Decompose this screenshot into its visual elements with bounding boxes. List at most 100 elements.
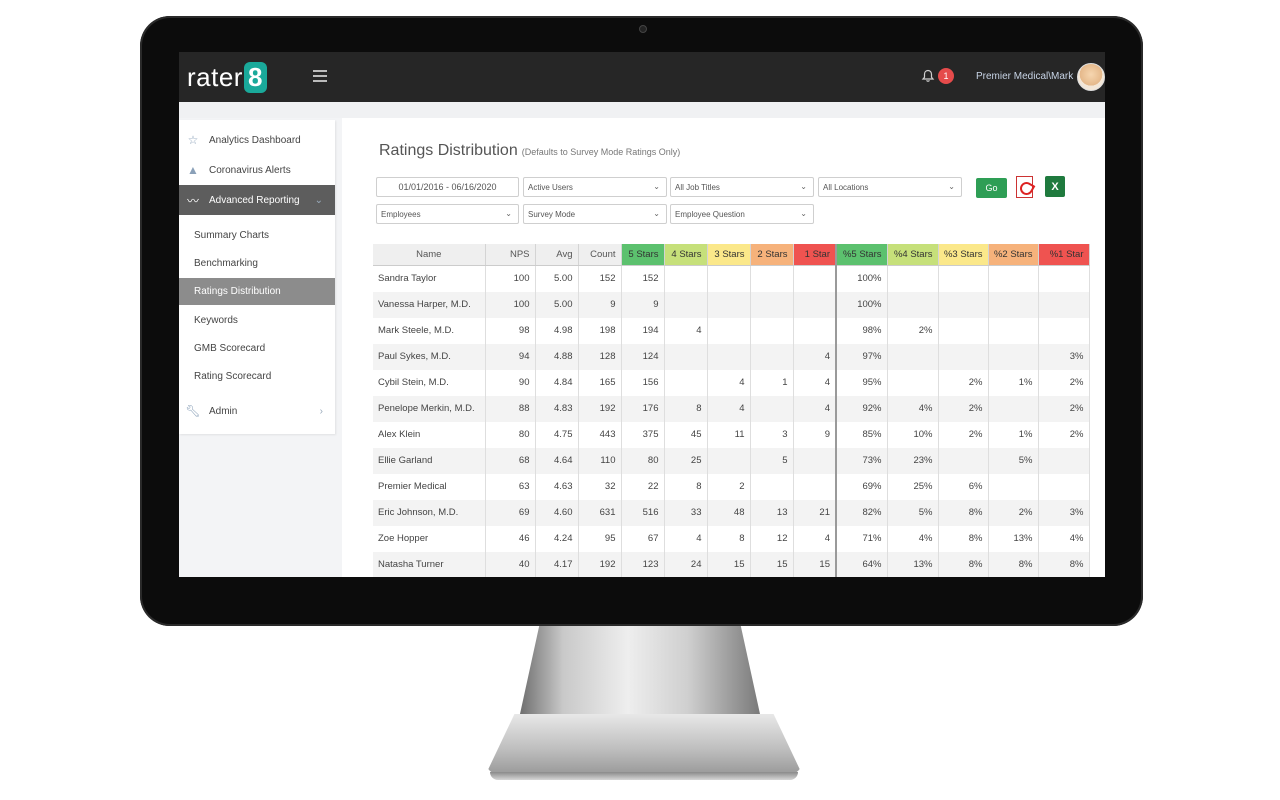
- table-cell-3-stars: 11: [707, 421, 751, 448]
- question-select[interactable]: Employee Question ⌄: [670, 204, 814, 224]
- column-header-count[interactable]: Count: [578, 244, 622, 266]
- column-header-pct-2-stars[interactable]: %2 Stars: [988, 244, 1039, 266]
- mode-select[interactable]: Survey Mode ⌄: [523, 204, 667, 224]
- table-cell-2-stars: 1: [750, 369, 794, 396]
- table-cell-avg: 5.00: [535, 291, 579, 318]
- sidebar-item-analytics-dashboard[interactable]: ☆ Analytics Dashboard: [179, 125, 335, 155]
- date-range-value: 01/01/2016 - 06/16/2020: [398, 182, 497, 192]
- table-cell-1-star: 21: [793, 499, 837, 526]
- table-cell-pct-4-stars: 2%: [887, 317, 939, 344]
- table-cell-4-stars: [664, 369, 708, 396]
- table-cell-nps: 80: [485, 421, 536, 448]
- column-header-1-star[interactable]: 1 Star: [793, 244, 837, 266]
- table-cell-2-stars: [750, 343, 794, 370]
- table-cell-name: Mark Steele, M.D.: [373, 317, 486, 344]
- table-cell-5-stars: 375: [621, 421, 665, 448]
- sidebar-item-admin[interactable]: 🔧︎ Admin ›: [179, 396, 335, 426]
- table-cell-4-stars: [664, 291, 708, 318]
- column-header-pct-3-stars[interactable]: %3 Stars: [938, 244, 989, 266]
- sidebar-item-coronavirus-alerts[interactable]: ▲ Coronavirus Alerts: [179, 155, 335, 185]
- sidebar-subitem-benchmarking[interactable]: Benchmarking: [179, 250, 335, 277]
- notification-badge[interactable]: 1: [938, 68, 954, 84]
- table-cell-pct-2-stars: 2%: [988, 499, 1039, 526]
- sidebar-item-advanced-reporting[interactable]: 〰 Advanced Reporting ⌄: [179, 185, 335, 215]
- user-account-name[interactable]: Premier Medical\Mark: [976, 71, 1074, 82]
- table-cell-pct-4-stars: 25%: [887, 473, 939, 500]
- locations-select[interactable]: All Locations ⌄: [818, 177, 962, 197]
- table-cell-pct-4-stars: 5%: [887, 499, 939, 526]
- table-cell-2-stars: 3: [750, 421, 794, 448]
- bell-icon[interactable]: [921, 69, 935, 83]
- table-row[interactable]: Natasha Turner 40 4.17 192 123 24 15 15 15 64% 13%…: [373, 551, 1090, 577]
- column-header-avg[interactable]: Avg: [535, 244, 579, 266]
- column-header-pct-5-stars[interactable]: %5 Stars: [836, 244, 888, 266]
- table-cell-pct-4-stars: 4%: [887, 395, 939, 422]
- column-header-name[interactable]: Name: [373, 244, 486, 266]
- table-cell-1-star: [793, 317, 837, 344]
- table-cell-pct-4-stars: [887, 291, 939, 318]
- table-cell-pct-3-stars: 2%: [938, 421, 989, 448]
- table-cell-avg: 4.24: [535, 525, 579, 552]
- table-cell-name: Ellie Garland: [373, 447, 486, 474]
- logo-badge: 8: [243, 62, 267, 93]
- ratings-table: Name NPS Avg Count 5 Stars 4 Stars 3 Stars 2 St…: [373, 244, 1090, 577]
- table-row[interactable]: Alex Klein 80 4.75 443 375 45 11 3 9 85% 10% 2% 1% 2%: [373, 421, 1090, 448]
- avatar[interactable]: [1077, 63, 1105, 91]
- table-row[interactable]: Premier Medical 63 4.63 32 22 8 2 69% 25% 6%: [373, 473, 1090, 500]
- column-header-5-stars[interactable]: 5 Stars: [621, 244, 665, 266]
- table-cell-pct-2-stars: 13%: [988, 525, 1039, 552]
- page-title-text: Ratings Distribution: [379, 142, 518, 159]
- table-row[interactable]: Mark Steele, M.D. 98 4.98 198 194 4 98% 2%: [373, 317, 1090, 344]
- excel-icon[interactable]: X: [1045, 176, 1065, 197]
- table-row[interactable]: Eric Johnson, M.D. 69 4.60 631 516 33 48 13 21 82…: [373, 499, 1090, 526]
- table-cell-pct-1-star: [1038, 265, 1090, 292]
- table-cell-3-stars: 15: [707, 551, 751, 577]
- sidebar-subitem-label: GMB Scorecard: [194, 343, 266, 354]
- table-cell-nps: 46: [485, 525, 536, 552]
- date-range-picker[interactable]: 01/01/2016 - 06/16/2020: [376, 177, 519, 197]
- table-cell-5-stars: 123: [621, 551, 665, 577]
- table-cell-pct-4-stars: [887, 343, 939, 370]
- go-button[interactable]: Go: [976, 178, 1007, 198]
- table-row[interactable]: Sandra Taylor 100 5.00 152 152 100%: [373, 265, 1090, 292]
- table-cell-nps: 63: [485, 473, 536, 500]
- table-cell-pct-5-stars: 98%: [836, 317, 888, 344]
- sidebar-subitem-ratings-distribution[interactable]: Ratings Distribution: [179, 278, 335, 305]
- table-cell-2-stars: 13: [750, 499, 794, 526]
- table-row[interactable]: Vanessa Harper, M.D. 100 5.00 9 9 100%: [373, 291, 1090, 318]
- sidebar-subitem-summary-charts[interactable]: Summary Charts: [179, 222, 335, 249]
- table-cell-name: Vanessa Harper, M.D.: [373, 291, 486, 318]
- menu-icon[interactable]: [313, 70, 327, 82]
- table-cell-pct-1-star: [1038, 447, 1090, 474]
- column-header-4-stars[interactable]: 4 Stars: [664, 244, 708, 266]
- sidebar-item-label: Coronavirus Alerts: [209, 164, 291, 176]
- column-header-2-stars[interactable]: 2 Stars: [750, 244, 794, 266]
- table-cell-1-star: 4: [793, 525, 837, 552]
- table-cell-1-star: [793, 473, 837, 500]
- sidebar-subitem-keywords[interactable]: Keywords: [179, 307, 335, 334]
- sidebar-subitem-rating-scorecard[interactable]: Rating Scorecard: [179, 363, 335, 390]
- pdf-icon[interactable]: [1016, 176, 1033, 198]
- table-row[interactable]: Cybil Stein, M.D. 90 4.84 165 156 4 1 4 95% 2% 1% 2…: [373, 369, 1090, 396]
- table-cell-count: 631: [578, 499, 622, 526]
- column-header-nps[interactable]: NPS: [485, 244, 536, 266]
- table-cell-pct-4-stars: 4%: [887, 525, 939, 552]
- users-select[interactable]: Active Users ⌄: [523, 177, 667, 197]
- table-row[interactable]: Penelope Merkin, M.D. 88 4.83 192 176 8 4 4 92% 4…: [373, 395, 1090, 422]
- job-titles-select[interactable]: All Job Titles ⌄: [670, 177, 814, 197]
- table-cell-name: Eric Johnson, M.D.: [373, 499, 486, 526]
- table-cell-pct-5-stars: 69%: [836, 473, 888, 500]
- column-header-3-stars[interactable]: 3 Stars: [707, 244, 751, 266]
- column-header-pct-1-star[interactable]: %1 Star: [1038, 244, 1090, 266]
- column-header-pct-4-stars[interactable]: %4 Stars: [887, 244, 939, 266]
- entity-select[interactable]: Employees ⌄: [376, 204, 519, 224]
- sidebar-subitem-gmb-scorecard[interactable]: GMB Scorecard: [179, 335, 335, 362]
- table-cell-5-stars: 80: [621, 447, 665, 474]
- table-row[interactable]: Zoe Hopper 46 4.24 95 67 4 8 12 4 71% 4% 8% 13% 4%: [373, 525, 1090, 552]
- table-row[interactable]: Paul Sykes, M.D. 94 4.88 128 124 4 97% 3%: [373, 343, 1090, 370]
- logo[interactable]: rater 8: [187, 62, 267, 93]
- table-cell-count: 192: [578, 395, 622, 422]
- table-row[interactable]: Ellie Garland 68 4.64 110 80 25 5 73% 23% 5%: [373, 447, 1090, 474]
- table-cell-count: 152: [578, 265, 622, 292]
- table-cell-nps: 94: [485, 343, 536, 370]
